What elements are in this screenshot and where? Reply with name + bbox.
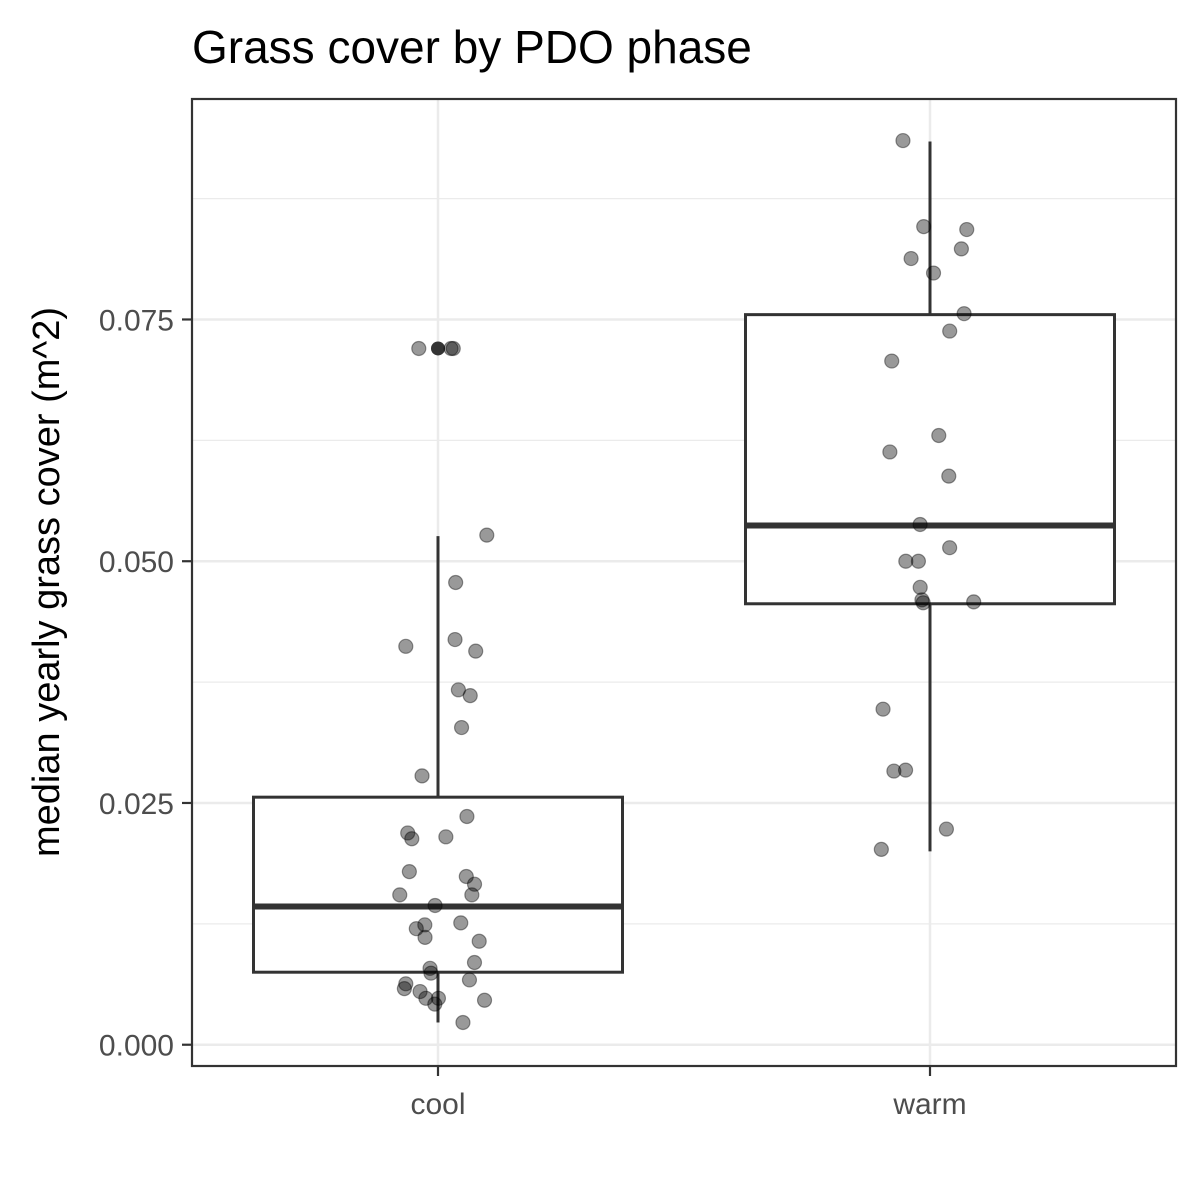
data-point: [455, 1014, 471, 1031]
data-point: [427, 996, 443, 1012]
points-cool: [392, 340, 495, 1031]
data-point: [443, 340, 459, 357]
data-point: [931, 427, 947, 444]
box-cool: [252, 341, 624, 1023]
y-tick-label: 0.050: [99, 546, 174, 579]
data-point: [953, 241, 969, 257]
y-tick-label: 0.075: [99, 304, 174, 337]
data-point: [916, 219, 932, 235]
data-point: [959, 221, 975, 238]
data-point: [895, 132, 911, 149]
data-point: [448, 574, 464, 591]
data-point: [938, 821, 955, 837]
data-point: [875, 701, 891, 717]
data-point: [925, 265, 942, 281]
data-point: [942, 540, 958, 556]
data-point: [897, 762, 914, 778]
data-point: [412, 983, 428, 1000]
data-point: [447, 631, 463, 648]
data-point: [956, 306, 972, 322]
data-point: [404, 831, 420, 847]
data-point: [417, 917, 433, 933]
data-point: [398, 976, 414, 992]
x-tick-label: warm: [892, 1088, 966, 1121]
data-point: [915, 595, 931, 611]
data-point: [903, 250, 919, 267]
y-axis: 0.000 0.025 0.050 0.075: [99, 304, 192, 1063]
data-point: [401, 864, 417, 880]
y-axis-label: median yearly grass cover (m^2): [26, 307, 68, 857]
y-tick-label: 0.025: [99, 788, 174, 821]
data-point: [466, 954, 483, 971]
data-point: [411, 340, 427, 357]
data-point: [396, 981, 412, 997]
data-point: [471, 933, 487, 949]
data-point: [873, 841, 889, 857]
data-point: [479, 527, 495, 543]
data-points: [392, 132, 982, 1031]
data-point: [450, 682, 466, 698]
data-point: [408, 921, 424, 937]
x-tick-label: cool: [410, 1088, 465, 1121]
data-point: [468, 643, 484, 659]
data-point: [886, 763, 902, 779]
x-axis: cool warm: [410, 1066, 967, 1121]
box-iqr: [744, 313, 1116, 606]
data-point: [438, 829, 454, 845]
data-point: [898, 553, 914, 569]
data-point: [942, 323, 958, 339]
outlier-point: [431, 341, 445, 356]
data-point: [422, 960, 438, 976]
boxes: [252, 141, 1116, 1023]
box-warm: [744, 141, 1116, 852]
data-point: [392, 887, 408, 903]
data-point: [462, 688, 478, 704]
data-point: [418, 990, 434, 1006]
data-point: [912, 516, 928, 533]
data-point: [466, 876, 483, 892]
data-point: [453, 915, 469, 931]
points-warm: [873, 132, 982, 857]
data-point: [423, 965, 439, 981]
data-point: [414, 768, 430, 784]
panel-border: [190, 97, 1178, 1068]
data-point: [882, 444, 898, 460]
data-point: [941, 468, 957, 484]
data-point: [910, 553, 927, 569]
data-point: [966, 594, 982, 610]
box-iqr: [252, 795, 624, 974]
data-point: [914, 592, 930, 608]
data-point: [417, 929, 433, 945]
data-point: [398, 638, 414, 654]
data-point: [884, 353, 900, 369]
data-point: [445, 340, 461, 357]
data-point: [912, 579, 928, 595]
data-point: [458, 868, 474, 885]
data-point: [430, 990, 447, 1006]
data-point: [476, 992, 493, 1008]
data-point: [400, 825, 416, 841]
data-point: [461, 972, 478, 988]
data-point: [427, 897, 443, 914]
data-point: [459, 808, 475, 825]
chart-title: Grass cover by PDO phase: [192, 21, 752, 73]
data-point: [464, 887, 480, 903]
data-point: [453, 719, 470, 736]
y-tick-label: 0.000: [99, 1030, 174, 1063]
